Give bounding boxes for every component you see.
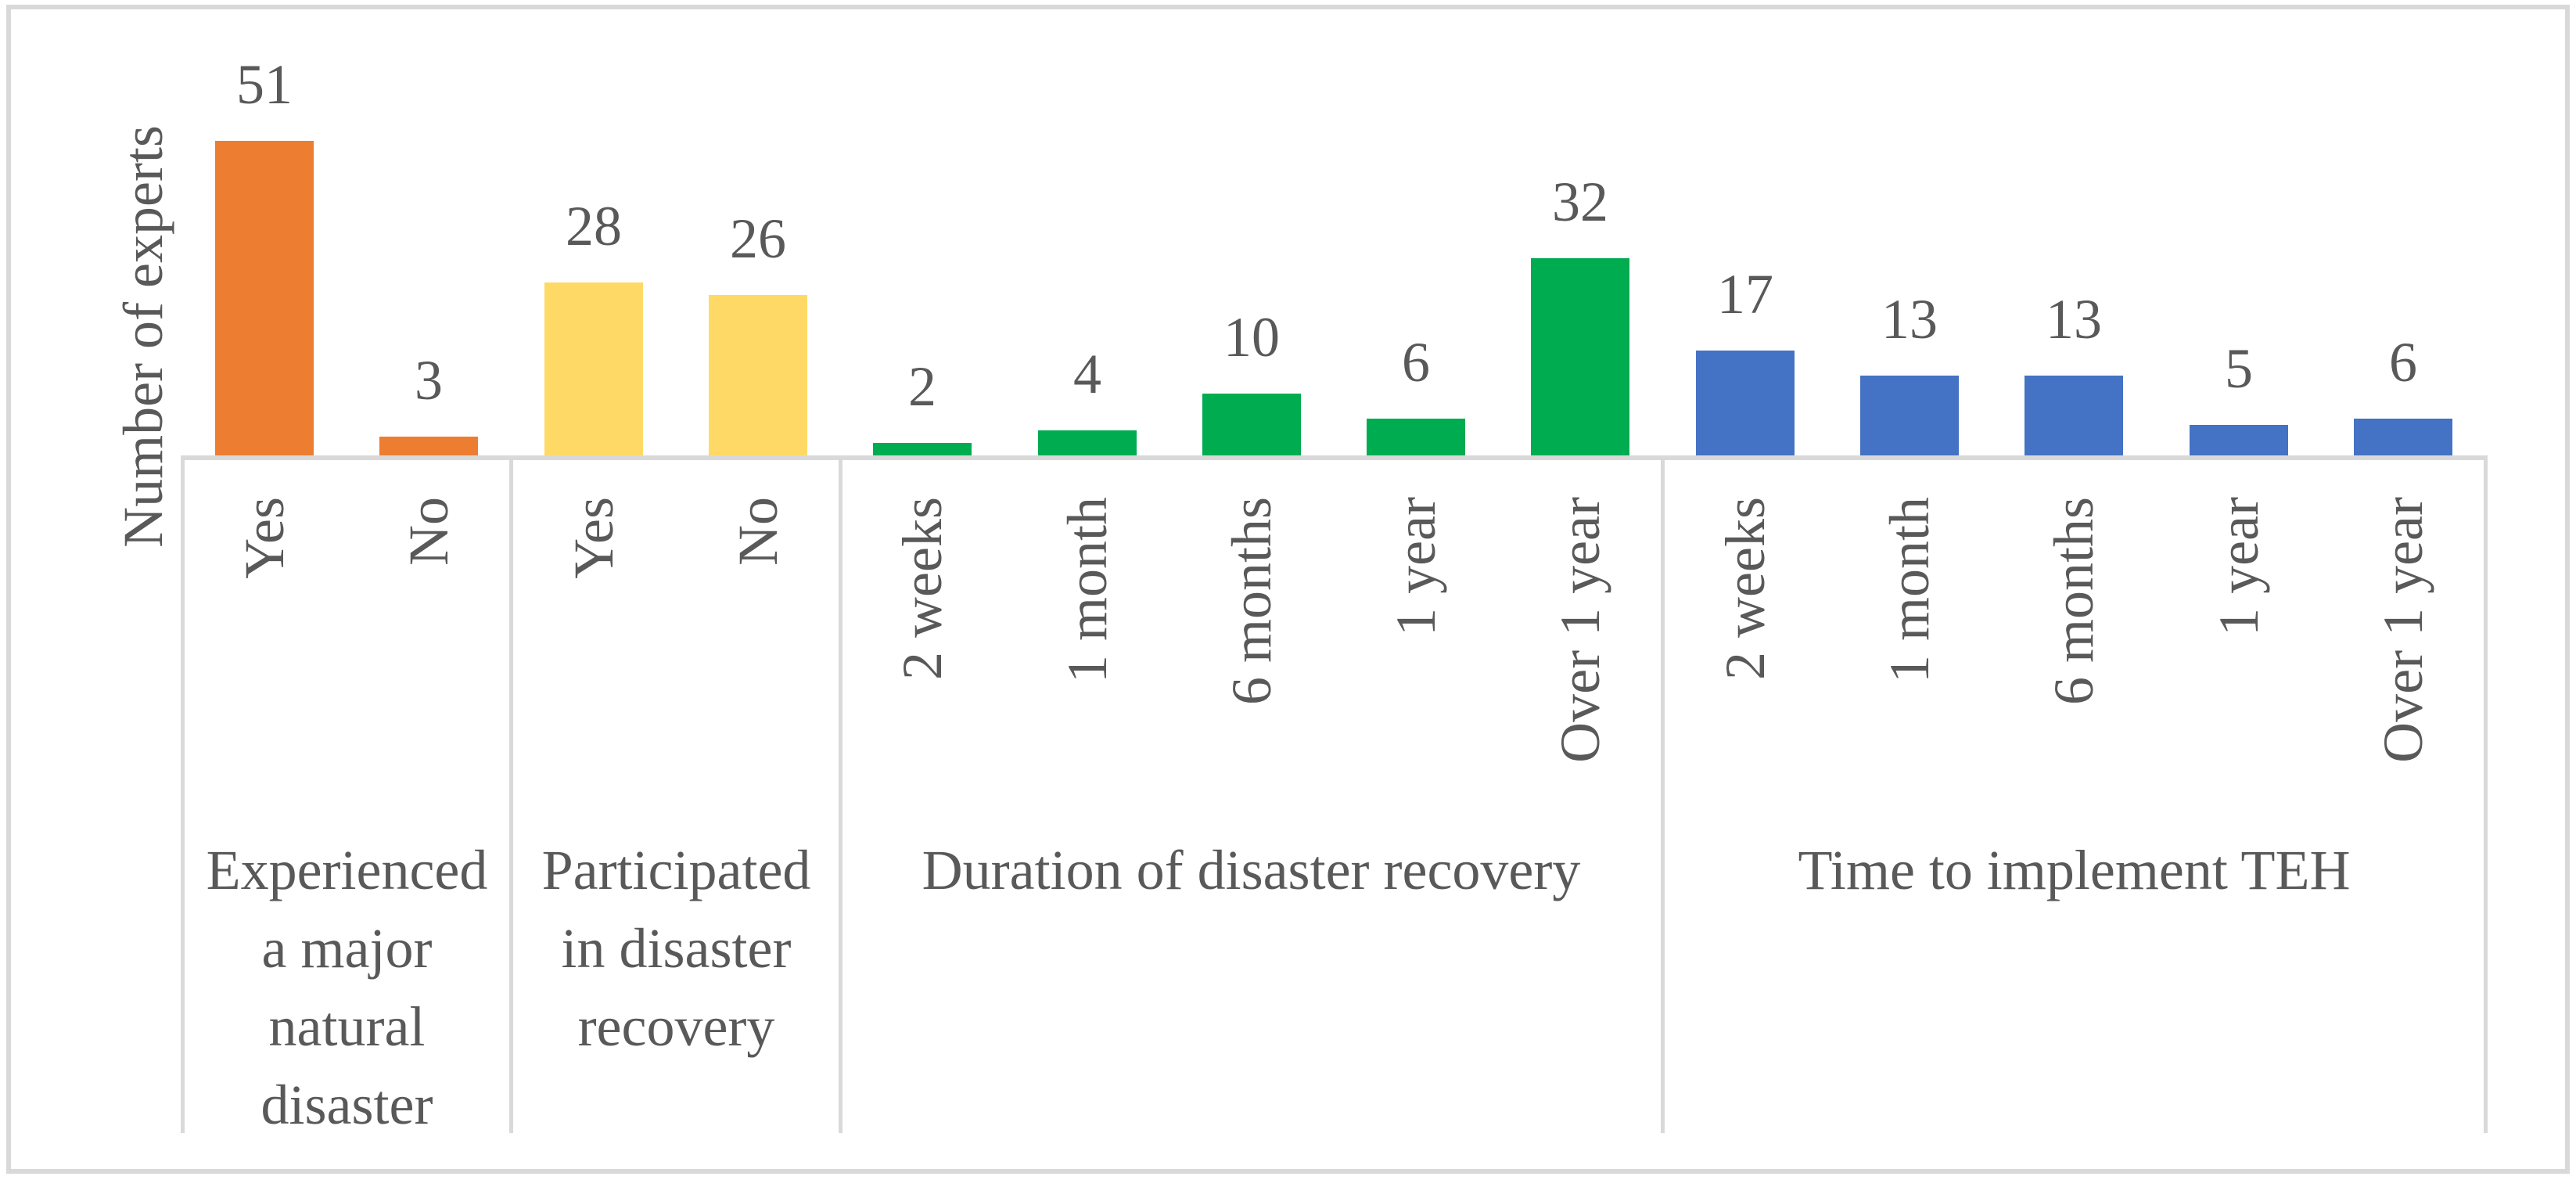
- group-title-line: Time to implement TEH: [1798, 839, 2351, 901]
- bar-value-label: 26: [730, 207, 786, 270]
- category-label: No: [727, 497, 789, 566]
- bar-value-label: 4: [1073, 343, 1101, 405]
- bar: [1860, 376, 1959, 455]
- bar: [379, 437, 478, 455]
- group-title: Participated in disaster recovery: [512, 831, 841, 1066]
- group-title-line: disaster: [260, 1074, 433, 1136]
- bar-value-label: 6: [1402, 331, 1430, 394]
- bar-value-label: 10: [1223, 306, 1280, 369]
- category-label: 1 month: [1878, 497, 1941, 684]
- bar: [2025, 376, 2123, 455]
- category-label: 2 weeks: [891, 497, 954, 680]
- group-divider: [181, 455, 185, 1133]
- group-title: Duration of disaster recovery: [840, 831, 1662, 909]
- group-title-line: a major: [261, 917, 433, 980]
- category-label: No: [397, 497, 460, 566]
- bar-value-label: 6: [2389, 331, 2417, 394]
- bar: [1367, 419, 1465, 455]
- bar-value-label: 3: [415, 349, 443, 412]
- category-label: Over 1 year: [1549, 497, 1611, 763]
- bar: [2190, 425, 2288, 455]
- group-title: Experienced a major natural disaster: [182, 831, 512, 1144]
- bar: [2354, 419, 2452, 455]
- group-title-line: natural: [268, 995, 426, 1058]
- bar-value-label: 51: [236, 53, 293, 116]
- bar: [709, 295, 807, 455]
- group-title-line: recovery: [577, 995, 775, 1058]
- bar: [1696, 351, 1795, 455]
- group-title-line: Duration of disaster recovery: [922, 839, 1581, 901]
- group-divider: [2484, 455, 2488, 1133]
- bar: [1202, 394, 1301, 455]
- category-label: 6 months: [1220, 497, 1283, 706]
- group-title-line: Experienced: [206, 839, 488, 901]
- category-label: 1 month: [1056, 497, 1119, 684]
- group-title-line: in disaster: [561, 917, 792, 980]
- bar: [215, 141, 314, 455]
- bar: [1038, 430, 1137, 455]
- bar: [544, 282, 643, 455]
- group-divider: [509, 455, 513, 1133]
- bar-value-label: 13: [2046, 288, 2102, 351]
- bar-value-label: 32: [1552, 171, 1608, 233]
- category-label: Yes: [562, 497, 625, 579]
- y-axis-title: Number of experts: [112, 125, 174, 548]
- category-label: 1 year: [1385, 497, 1447, 636]
- category-label: 6 months: [2042, 497, 2105, 706]
- group-title: Time to implement TEH: [1663, 831, 2485, 909]
- bar-value-label: 17: [1717, 263, 1773, 326]
- bar-value-label: 13: [1881, 288, 1938, 351]
- bar-value-label: 5: [2225, 337, 2253, 400]
- bar-value-label: 2: [908, 355, 936, 418]
- group-divider: [839, 455, 842, 1133]
- x-axis-line: [182, 455, 2485, 460]
- group-title-line: Participated: [541, 839, 811, 901]
- category-label: Yes: [233, 497, 296, 579]
- bar: [1531, 258, 1629, 455]
- group-divider: [1661, 455, 1665, 1133]
- category-label: 1 year: [2208, 497, 2270, 636]
- category-label: Over 1 year: [2372, 497, 2434, 763]
- bar: [873, 443, 972, 455]
- bar-value-label: 28: [566, 195, 622, 257]
- category-label: 2 weeks: [1714, 497, 1777, 680]
